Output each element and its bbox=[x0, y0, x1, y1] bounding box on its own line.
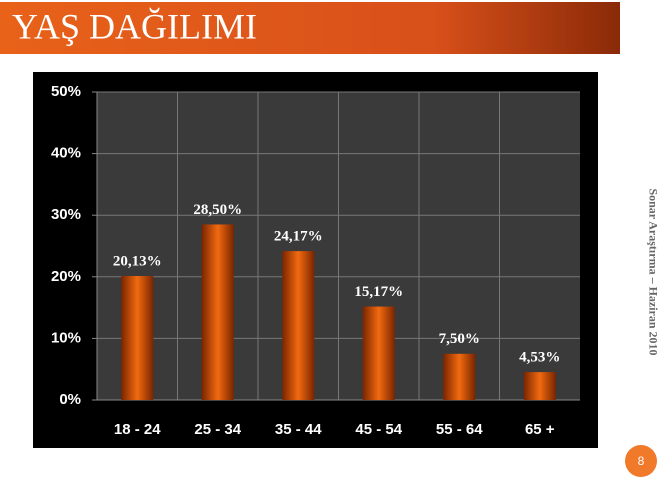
x-tick-label: 25 - 34 bbox=[194, 421, 241, 438]
page-badge bbox=[625, 445, 657, 477]
x-tick-label: 55 - 64 bbox=[436, 421, 483, 438]
slide-title: YAŞ DAĞILIMI bbox=[12, 6, 257, 46]
page-number: 8 bbox=[638, 454, 645, 468]
x-tick-label: 45 - 54 bbox=[355, 421, 402, 438]
y-tick-label: 40% bbox=[51, 145, 81, 162]
title-bar bbox=[0, 2, 620, 54]
value-label: 28,50% bbox=[193, 202, 242, 218]
side-note: Sonar Araştırma – Haziran 2010 bbox=[646, 188, 660, 355]
y-tick-label: 50% bbox=[51, 83, 81, 100]
bar bbox=[282, 251, 315, 400]
bar bbox=[443, 353, 476, 400]
y-tick-label: 30% bbox=[51, 206, 81, 223]
y-tick-label: 10% bbox=[51, 329, 81, 346]
y-tick-label: 0% bbox=[59, 391, 81, 408]
chart: 0% 10% 20% 30% 40% 50% 18 - 24 20,13% 25 - 34 28,… bbox=[51, 83, 580, 438]
value-label: 7,50% bbox=[439, 331, 480, 347]
bar bbox=[201, 224, 234, 400]
value-label: 20,13% bbox=[113, 253, 162, 269]
x-tick-label: 18 - 24 bbox=[114, 421, 161, 438]
bar bbox=[121, 275, 154, 400]
bar bbox=[362, 306, 395, 400]
value-label: 4,53% bbox=[519, 350, 560, 366]
x-tick-label: 35 - 44 bbox=[275, 421, 322, 438]
x-tick-label: 65 + bbox=[525, 421, 555, 438]
bar bbox=[523, 372, 556, 400]
y-tick-label: 20% bbox=[51, 268, 81, 285]
value-label: 15,17% bbox=[354, 284, 403, 300]
value-label: 24,17% bbox=[274, 229, 323, 245]
